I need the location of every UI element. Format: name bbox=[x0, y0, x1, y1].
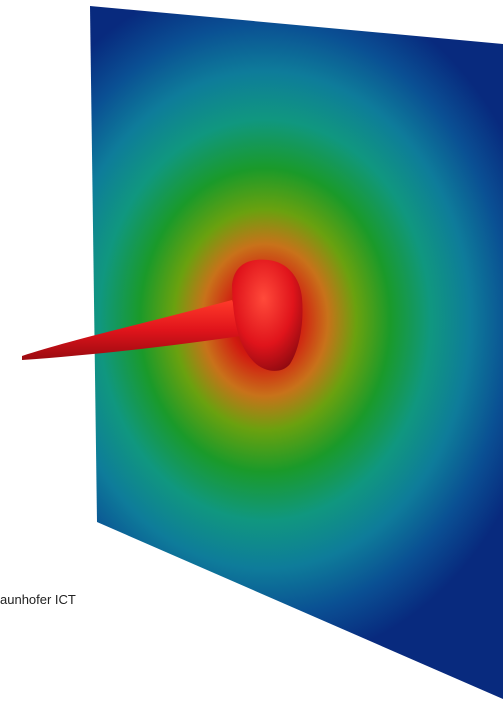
field-plate bbox=[90, 6, 503, 699]
spike-cap bbox=[232, 259, 303, 371]
spike-body bbox=[22, 300, 248, 360]
credit-label: aunhofer ICT bbox=[0, 592, 76, 607]
